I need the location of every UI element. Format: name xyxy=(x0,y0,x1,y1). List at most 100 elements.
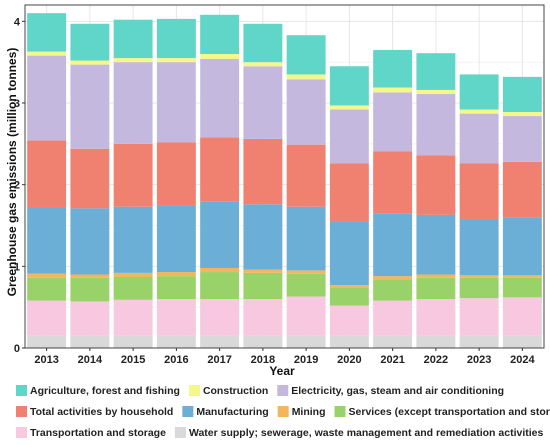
bar-segment-2018-total-activities-by-household xyxy=(243,138,283,205)
bar-segment-2022-water-supply-sewerage-waste-ma xyxy=(416,335,456,348)
bar-segment-2014-water-supply-sewerage-waste-ma xyxy=(70,335,110,348)
x-tick-label: 2016 xyxy=(164,354,188,366)
bar-segment-2024-agriculture-forest-and-fishing xyxy=(502,76,542,112)
bar-segment-2022-mining xyxy=(416,274,456,278)
bar-segment-2014-mining xyxy=(70,274,110,278)
bar-stack-2020 xyxy=(329,66,369,348)
bar-stack-2022 xyxy=(416,53,456,348)
bar-segment-2021-water-supply-sewerage-waste-ma xyxy=(373,335,413,348)
bar-segment-2017-water-supply-sewerage-waste-ma xyxy=(200,335,240,348)
bar-segment-2019-electricity-gas-steam-and-air- xyxy=(286,79,326,145)
bar-segment-2015-services-except-transportation xyxy=(113,276,153,300)
bar-stack-2024 xyxy=(502,76,542,348)
y-tick-label: 3 xyxy=(14,98,20,110)
bar-segment-2024-water-supply-sewerage-waste-ma xyxy=(502,335,542,348)
bar-segment-2022-agriculture-forest-and-fishing xyxy=(416,53,456,90)
bar-segment-2024-construction xyxy=(502,111,542,117)
bar-segment-2021-construction xyxy=(373,87,413,93)
legend-swatch xyxy=(174,427,186,438)
bar-segment-2013-manufacturing xyxy=(27,207,67,274)
bar-stack-2013 xyxy=(27,13,67,348)
bar-segment-2016-transportation-and-storage xyxy=(156,299,196,336)
bar-segment-2019-construction xyxy=(286,74,326,80)
legend-item: Total activities by household xyxy=(16,406,173,418)
bar-segment-2020-total-activities-by-household xyxy=(329,163,369,222)
bar-segment-2013-mining xyxy=(27,273,67,278)
legend-label: Mining xyxy=(292,406,326,418)
bar-segment-2019-water-supply-sewerage-waste-ma xyxy=(286,335,326,348)
bar-segment-2016-water-supply-sewerage-waste-ma xyxy=(156,335,196,348)
x-tick-label: 2014 xyxy=(78,354,103,366)
bar-segment-2021-mining xyxy=(373,276,413,280)
bar-segment-2016-agriculture-forest-and-fishing xyxy=(156,18,196,59)
x-tick-label: 2022 xyxy=(424,354,448,366)
bar-segment-2017-electricity-gas-steam-and-air- xyxy=(200,58,240,138)
bar-segment-2016-mining xyxy=(156,272,196,277)
bar-stack-2019 xyxy=(286,35,326,348)
bar-segment-2020-transportation-and-storage xyxy=(329,305,369,336)
legend-swatch xyxy=(182,406,194,417)
bar-segment-2018-services-except-transportation xyxy=(243,272,283,299)
bar-segment-2020-agriculture-forest-and-fishing xyxy=(329,66,369,106)
plot-border xyxy=(24,4,545,349)
legend-label: Total activities by household xyxy=(30,406,173,418)
x-tick-label: 2013 xyxy=(34,354,58,366)
bar-segment-2018-electricity-gas-steam-and-air- xyxy=(243,66,283,139)
bar-segment-2017-total-activities-by-household xyxy=(200,137,240,202)
legend-swatch xyxy=(334,406,346,417)
bar-segment-2014-construction xyxy=(70,60,110,65)
bar-segment-2022-services-except-transportation xyxy=(416,277,456,299)
x-tick-label: 2015 xyxy=(121,354,145,366)
x-tick-label: 2024 xyxy=(510,354,535,366)
legend-label: Agriculture, forest and fishing xyxy=(30,385,180,397)
bar-segment-2016-manufacturing xyxy=(156,205,196,273)
x-tick-label: 2020 xyxy=(337,354,361,366)
bar-segment-2019-services-except-transportation xyxy=(286,273,326,297)
bar-segment-2023-agriculture-forest-and-fishing xyxy=(459,74,499,110)
bar-segment-2022-transportation-and-storage xyxy=(416,299,456,336)
bar-segment-2020-electricity-gas-steam-and-air- xyxy=(329,109,369,164)
bar-segment-2013-transportation-and-storage xyxy=(27,300,67,336)
bar-segment-2019-total-activities-by-household xyxy=(286,144,326,207)
bar-segment-2022-electricity-gas-steam-and-air- xyxy=(416,94,456,156)
y-tick-label: 2 xyxy=(14,180,20,192)
bar-segment-2023-construction xyxy=(459,109,499,114)
legend-item: Construction xyxy=(188,385,268,397)
bar-segment-2023-total-activities-by-household xyxy=(459,163,499,219)
legend-item: Mining xyxy=(277,406,326,418)
bar-segment-2021-total-activities-by-household xyxy=(373,151,413,214)
bar-segment-2015-manufacturing xyxy=(113,206,153,273)
legend-item: Agriculture, forest and fishing xyxy=(16,385,180,397)
bar-segment-2017-mining xyxy=(200,267,240,273)
x-axis-title: Year xyxy=(269,364,295,378)
bar-segment-2023-manufacturing xyxy=(459,218,499,276)
bar-segment-2023-transportation-and-storage xyxy=(459,298,499,336)
legend-swatch xyxy=(277,385,289,396)
bar-segment-2015-total-activities-by-household xyxy=(113,143,153,207)
bar-segment-2017-transportation-and-storage xyxy=(200,299,240,336)
bar-segment-2018-mining xyxy=(243,269,283,273)
bar-segment-2024-services-except-transportation xyxy=(502,277,542,298)
bar-segment-2014-services-except-transportation xyxy=(70,277,110,302)
legend-label: Water supply; sewerage, waste management… xyxy=(189,427,544,439)
bar-segment-2013-total-activities-by-household xyxy=(27,140,67,208)
bar-stack-2015 xyxy=(113,19,153,348)
legend-swatch xyxy=(16,385,27,396)
bar-stack-2023 xyxy=(459,74,499,348)
bar-segment-2013-services-except-transportation xyxy=(27,277,67,301)
bar-segment-2024-transportation-and-storage xyxy=(502,297,542,336)
bar-segment-2016-total-activities-by-household xyxy=(156,142,196,206)
bar-segment-2015-mining xyxy=(113,272,153,277)
bar-segment-2014-electricity-gas-steam-and-air- xyxy=(70,64,110,149)
bar-segment-2020-manufacturing xyxy=(329,221,369,286)
bar-segment-2020-water-supply-sewerage-waste-ma xyxy=(329,335,369,348)
bar-segment-2019-mining xyxy=(286,270,326,274)
bar-stack-2021 xyxy=(373,49,413,348)
bar-segment-2019-manufacturing xyxy=(286,206,326,271)
legend-label: Transportation and storage xyxy=(30,427,166,439)
legend-swatch xyxy=(16,406,27,417)
legend-item: Services (except transportation and stor… xyxy=(334,406,550,418)
bar-segment-2022-construction xyxy=(416,89,456,95)
